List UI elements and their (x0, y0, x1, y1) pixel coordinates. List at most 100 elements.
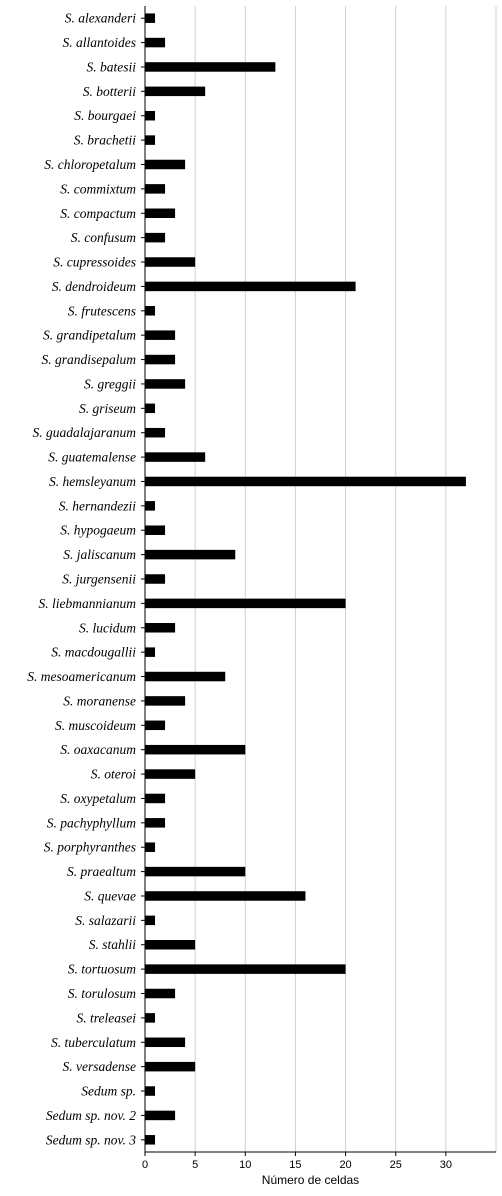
bar (145, 623, 176, 633)
category-label: S. bourgaei (74, 108, 136, 123)
bar (145, 671, 226, 682)
bar (145, 427, 166, 438)
bar (145, 1086, 156, 1096)
bar-layer (145, 13, 466, 1145)
category-label: S. botterii (83, 84, 136, 99)
category-label: S. compactum (60, 206, 136, 221)
bar (145, 208, 176, 219)
category-label: S. torulosum (68, 986, 137, 1001)
bar (145, 135, 156, 145)
bar (145, 110, 156, 121)
category-label: S. oaxacanum (60, 742, 136, 757)
bar (145, 866, 246, 877)
bar (145, 525, 166, 535)
category-label: S. quevae (84, 888, 136, 903)
grid-layer (194, 6, 497, 1152)
category-label: S. batesii (87, 59, 137, 74)
category-label: S. tortuosum (68, 962, 137, 977)
bar (145, 306, 156, 316)
category-label: S. cupressoides (53, 255, 136, 270)
bar (145, 818, 166, 828)
bar (145, 403, 156, 414)
bar (145, 988, 176, 999)
x-tick-label: 10 (239, 1159, 251, 1171)
bar (145, 501, 156, 511)
bar (145, 891, 306, 901)
bar (145, 184, 166, 194)
bar (145, 379, 186, 389)
category-label: S. brachetii (74, 133, 136, 148)
axis-layer (141, 6, 496, 1156)
category-label: Sedum sp. nov. 3 (46, 1132, 136, 1147)
category-label: Sedum sp. (81, 1084, 136, 1099)
category-label: S. hemsleyanum (49, 474, 136, 489)
bar (145, 1061, 196, 1072)
bar (145, 452, 206, 462)
category-label: S. treleasei (77, 1010, 137, 1025)
bar (145, 1135, 156, 1145)
category-label: S. commixtum (60, 181, 136, 196)
bar (145, 281, 356, 292)
category-label: S. pachyphyllum (47, 815, 136, 830)
bar (145, 793, 166, 804)
category-label: S. frutescens (68, 303, 136, 318)
category-label: S. hypogaeum (60, 523, 136, 538)
bar (145, 330, 176, 340)
x-tick-label: 20 (339, 1159, 351, 1171)
bar (145, 257, 196, 267)
category-label: S. chloropetalum (44, 157, 136, 172)
category-label: S. grandisepalum (42, 352, 137, 367)
bar (145, 549, 236, 560)
bar (145, 13, 156, 23)
bar (145, 476, 466, 487)
category-label: S. hernandezii (59, 498, 136, 513)
bar (145, 769, 196, 779)
bar (145, 939, 196, 950)
x-tick-label: 15 (289, 1159, 301, 1171)
bar (145, 598, 346, 609)
x-tick-label: 0 (142, 1159, 148, 1171)
bar (145, 354, 176, 365)
bar (145, 1013, 156, 1023)
category-label: S. macdougallii (51, 645, 136, 660)
bar (145, 159, 186, 170)
bar (145, 37, 166, 48)
bar (145, 86, 206, 97)
bar (145, 915, 156, 926)
bar (145, 62, 276, 72)
category-label: S. praealtum (67, 864, 136, 879)
category-label: S. salazarii (75, 913, 136, 928)
category-label: S. muscoideum (55, 718, 136, 733)
x-tick-label: 5 (192, 1159, 198, 1171)
category-label: S. guatemalense (48, 450, 136, 465)
category-label: S. moranense (63, 693, 136, 708)
category-label: S. liebmannianum (39, 596, 137, 611)
category-label: S. oteroi (91, 767, 136, 782)
category-label: S. allantoides (63, 35, 137, 50)
category-label: S. versadense (63, 1059, 136, 1074)
category-label: S. dendroideum (52, 279, 136, 294)
category-label: S. lucidum (79, 620, 136, 635)
category-label: S. guadalajaranum (32, 425, 136, 440)
category-label: S. stahlii (89, 937, 137, 952)
bar (145, 647, 156, 657)
category-label: S. griseum (79, 401, 136, 416)
category-label: S. porphyranthes (44, 840, 136, 855)
bar (145, 720, 166, 731)
category-label: S. greggii (84, 376, 136, 391)
x-axis-title: Número de celdas (262, 1173, 359, 1187)
bar (145, 1037, 186, 1048)
bar (145, 232, 166, 243)
category-label: S. alexanderi (65, 11, 136, 26)
category-label: S. grandipetalum (43, 328, 136, 343)
category-label: S. jaliscanum (63, 547, 136, 562)
category-label: S. tuberculatum (51, 1035, 136, 1050)
bar (145, 744, 246, 755)
bar (145, 842, 156, 852)
category-label: S. mesoamericanum (27, 669, 136, 684)
bar (145, 574, 166, 584)
category-label: S. jurgensenii (62, 572, 136, 587)
label-layer: S. alexanderi S. allantoides S. batesii S. … (27, 11, 452, 1171)
